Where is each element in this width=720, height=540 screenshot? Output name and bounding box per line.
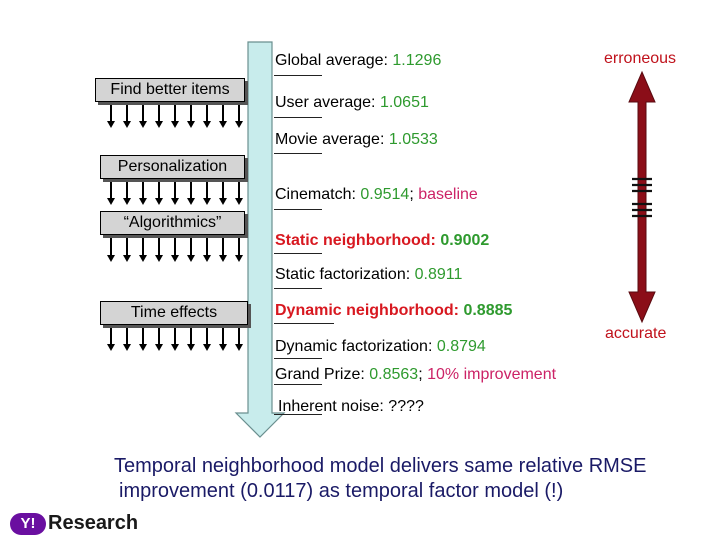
down-arrow-icon — [187, 104, 195, 128]
tick-cinematch — [274, 209, 322, 210]
result-movie-average: Movie average: 1.0533 — [275, 131, 438, 148]
down-arrow-icon — [219, 181, 227, 205]
footer-line-2: improvement (0.0117) as temporal factor … — [119, 480, 564, 502]
footer-line-1: Temporal neighborhood model delivers sam… — [114, 455, 647, 477]
result-static-factorization: Static factorization: 0.8911 — [275, 266, 463, 283]
down-arrow-row-3 — [107, 238, 243, 262]
footer-text: Temporal neighborhood model delivers sam… — [114, 454, 646, 504]
down-arrow-icon — [155, 238, 163, 262]
down-arrow-icon — [107, 327, 115, 351]
down-arrow-icon — [235, 327, 243, 351]
down-arrow-icon — [107, 238, 115, 262]
result-cinematch: Cinematch: 0.9514; baseline — [275, 186, 478, 203]
tick-user — [274, 117, 322, 118]
down-arrow-icon — [155, 181, 163, 205]
down-arrow-rows — [107, 104, 243, 351]
box-find-better-items: Find better items — [95, 78, 245, 102]
down-arrow-icon — [235, 181, 243, 205]
down-arrow-icon — [139, 327, 147, 351]
result-dynamic-neighborhood: Dynamic neighborhood: 0.8885 — [275, 302, 513, 319]
yahoo-research-logo: Y! Research — [10, 512, 138, 538]
down-arrow-icon — [171, 327, 179, 351]
down-arrow-icon — [139, 238, 147, 262]
result-dynamic-factorization: Dynamic factorization: 0.8794 — [275, 338, 486, 355]
down-arrow-icon — [203, 104, 211, 128]
down-arrow-icon — [155, 327, 163, 351]
result-user-average: User average: 1.0651 — [275, 94, 429, 111]
down-arrow-row-2 — [107, 181, 243, 205]
down-arrow-icon — [187, 327, 195, 351]
result-inherent-noise: Inherent noise: ???? — [278, 398, 424, 415]
down-arrow-row-1 — [107, 104, 243, 128]
down-arrow-icon — [187, 238, 195, 262]
down-arrow-icon — [171, 181, 179, 205]
label-accurate: accurate — [605, 325, 667, 342]
tick-dynamic-factorization — [274, 358, 322, 359]
tick-static-factorization — [274, 288, 322, 289]
down-arrow-icon — [235, 238, 243, 262]
tick-grand-prize — [274, 384, 322, 385]
down-arrow-icon — [171, 104, 179, 128]
down-arrow-icon — [203, 327, 211, 351]
down-arrow-icon — [123, 181, 131, 205]
yahoo-logo-icon: Y! — [10, 512, 46, 535]
down-arrow-row-4 — [107, 327, 243, 351]
logo-text: Research — [48, 512, 139, 534]
down-arrow-icon — [107, 104, 115, 128]
down-arrow-icon — [219, 104, 227, 128]
down-arrow-icon — [219, 327, 227, 351]
down-arrow-icon — [123, 238, 131, 262]
box-personalization: Personalization — [100, 155, 245, 179]
box-algorithmics: “Algorithmics” — [100, 211, 245, 235]
down-arrow-icon — [171, 238, 179, 262]
down-arrow-icon — [155, 104, 163, 128]
down-arrow-icon — [123, 104, 131, 128]
result-static-neighborhood: Static neighborhood: 0.9002 — [275, 232, 490, 249]
accuracy-scale-arrow — [628, 70, 656, 324]
result-global-average: Global average: 1.1296 — [275, 52, 442, 69]
tick-inherent-noise — [274, 414, 322, 415]
main-down-arrow — [234, 41, 286, 438]
box-time-effects: Time effects — [100, 301, 248, 325]
down-arrow-icon — [123, 327, 131, 351]
tick-movie — [274, 153, 322, 154]
down-arrow-icon — [219, 238, 227, 262]
result-grand-prize: Grand Prize: 0.8563; 10% improvement — [275, 366, 557, 383]
down-arrow-icon — [187, 181, 195, 205]
down-arrow-icon — [139, 104, 147, 128]
down-arrow-icon — [203, 238, 211, 262]
down-arrow-icon — [139, 181, 147, 205]
down-arrow-icon — [107, 181, 115, 205]
down-arrow-icon — [235, 104, 243, 128]
tick-static-neighborhood — [274, 253, 322, 254]
down-arrow-icon — [203, 181, 211, 205]
label-erroneous: erroneous — [604, 50, 677, 67]
scale-marks — [632, 177, 652, 218]
tick-global — [274, 75, 322, 76]
tick-dynamic-neighborhood — [274, 323, 334, 324]
